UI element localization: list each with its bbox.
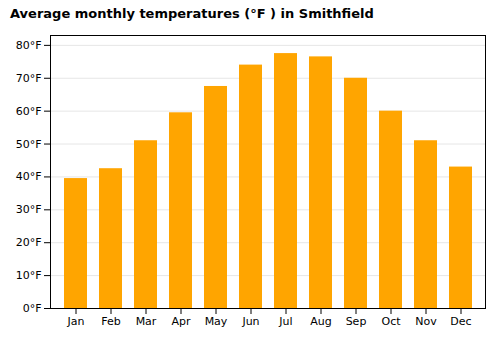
svg-text:Oct: Oct (381, 315, 401, 328)
svg-text:Sep: Sep (346, 315, 367, 328)
svg-text:Nov: Nov (415, 315, 437, 328)
svg-text:0°F: 0°F (23, 302, 42, 315)
svg-text:Feb: Feb (101, 315, 120, 328)
svg-text:30°F: 30°F (16, 203, 42, 216)
html-text:Average monthly temperatures (: Average monthly temperatures (°F ) in Sm… (10, 6, 374, 21)
svg-text:Jul: Jul (278, 315, 292, 328)
svg-text:Jan: Jan (67, 315, 85, 328)
svg-text:10°F: 10°F (16, 269, 42, 282)
svg-text:Aug: Aug (310, 315, 331, 328)
svg-text:50°F: 50°F (16, 138, 42, 151)
svg-text:Jun: Jun (241, 315, 259, 328)
svg-text:Apr: Apr (171, 315, 191, 328)
svg-text:Dec: Dec (450, 315, 471, 328)
svg-text:40°F: 40°F (16, 170, 42, 183)
svg-text:20°F: 20°F (16, 236, 42, 249)
svg-text:Mar: Mar (136, 315, 157, 328)
svg-text:80°F: 80°F (16, 39, 42, 52)
svg-text:May: May (205, 315, 228, 328)
svg-text:70°F: 70°F (16, 72, 42, 85)
svg-text:60°F: 60°F (16, 105, 42, 118)
